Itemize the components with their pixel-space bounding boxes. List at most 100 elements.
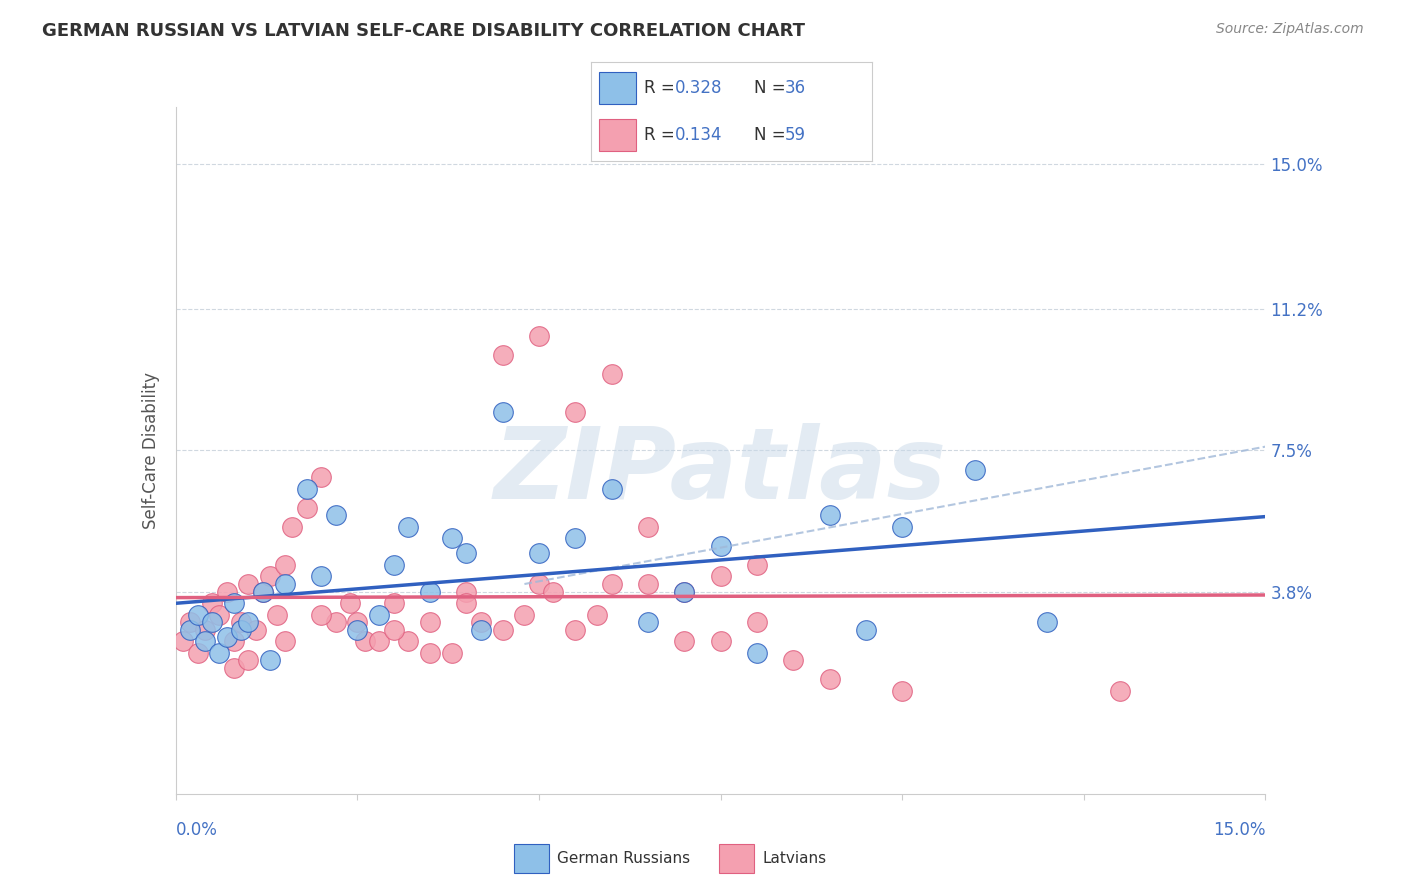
Point bbox=[295, 482, 318, 496]
Point bbox=[396, 520, 419, 534]
Point bbox=[215, 631, 238, 645]
Point bbox=[186, 607, 209, 622]
Point bbox=[201, 615, 224, 630]
Point bbox=[600, 367, 623, 381]
Bar bbox=[599, 120, 636, 151]
Point bbox=[456, 584, 478, 599]
Point bbox=[963, 462, 986, 476]
Point bbox=[745, 615, 768, 630]
Point bbox=[710, 569, 733, 583]
Text: Latvians: Latvians bbox=[762, 851, 827, 866]
Text: ZIPatlas: ZIPatlas bbox=[494, 423, 948, 519]
Point bbox=[456, 596, 478, 610]
Text: German Russians: German Russians bbox=[557, 851, 690, 866]
Text: N =: N = bbox=[754, 79, 790, 97]
Point bbox=[222, 634, 245, 648]
Point bbox=[782, 653, 804, 667]
Point bbox=[855, 623, 877, 637]
Point bbox=[325, 508, 347, 523]
Point bbox=[201, 596, 224, 610]
Point bbox=[818, 673, 841, 687]
Point bbox=[745, 558, 768, 572]
Point bbox=[274, 577, 297, 591]
Text: 0.134: 0.134 bbox=[675, 126, 723, 144]
Text: 59: 59 bbox=[785, 126, 806, 144]
Point bbox=[600, 482, 623, 496]
Point bbox=[527, 577, 550, 591]
Point bbox=[259, 569, 281, 583]
Point bbox=[470, 623, 492, 637]
Point bbox=[172, 634, 194, 648]
Point bbox=[238, 615, 260, 630]
Text: R =: R = bbox=[644, 79, 681, 97]
Point bbox=[818, 508, 841, 523]
Point bbox=[492, 405, 515, 419]
Point bbox=[215, 584, 238, 599]
Point bbox=[346, 615, 368, 630]
Text: 0.0%: 0.0% bbox=[176, 821, 218, 838]
Point bbox=[194, 634, 217, 648]
Point bbox=[382, 623, 405, 637]
Point bbox=[745, 646, 768, 660]
Point bbox=[368, 634, 391, 648]
Point bbox=[281, 520, 304, 534]
Point bbox=[637, 615, 659, 630]
Point bbox=[309, 470, 332, 484]
Text: 36: 36 bbox=[785, 79, 806, 97]
Point bbox=[527, 329, 550, 343]
Point bbox=[309, 607, 332, 622]
Point bbox=[396, 634, 419, 648]
Point bbox=[368, 607, 391, 622]
Point bbox=[673, 634, 696, 648]
Text: Source: ZipAtlas.com: Source: ZipAtlas.com bbox=[1216, 22, 1364, 37]
Bar bbox=[599, 72, 636, 103]
Point bbox=[194, 623, 217, 637]
Point bbox=[637, 577, 659, 591]
Point bbox=[513, 607, 536, 622]
Point bbox=[419, 615, 441, 630]
Point bbox=[891, 683, 914, 698]
Point bbox=[440, 646, 463, 660]
Point bbox=[238, 577, 260, 591]
Point bbox=[586, 607, 609, 622]
Point bbox=[710, 634, 733, 648]
Point bbox=[259, 653, 281, 667]
Point bbox=[266, 607, 288, 622]
Point bbox=[346, 623, 368, 637]
Point bbox=[564, 405, 586, 419]
Text: 15.0%: 15.0% bbox=[1213, 821, 1265, 838]
Point bbox=[274, 558, 297, 572]
Bar bbox=[718, 844, 754, 873]
Text: R =: R = bbox=[644, 126, 681, 144]
Point bbox=[186, 646, 209, 660]
Point bbox=[419, 646, 441, 660]
Point bbox=[492, 348, 515, 362]
Point bbox=[295, 500, 318, 515]
Point bbox=[179, 623, 201, 637]
Point bbox=[252, 584, 274, 599]
Point bbox=[710, 539, 733, 553]
Point bbox=[492, 623, 515, 637]
Text: N =: N = bbox=[754, 126, 790, 144]
Point bbox=[564, 623, 586, 637]
Point bbox=[222, 596, 245, 610]
Point bbox=[527, 546, 550, 561]
Point bbox=[252, 584, 274, 599]
Point bbox=[179, 615, 201, 630]
Point bbox=[456, 546, 478, 561]
Point bbox=[637, 520, 659, 534]
Point bbox=[339, 596, 361, 610]
Point bbox=[1109, 683, 1132, 698]
Point bbox=[309, 569, 332, 583]
Point bbox=[470, 615, 492, 630]
Point bbox=[231, 615, 253, 630]
Point bbox=[382, 558, 405, 572]
Point bbox=[564, 531, 586, 545]
Point bbox=[543, 584, 565, 599]
Y-axis label: Self-Care Disability: Self-Care Disability bbox=[142, 372, 160, 529]
Point bbox=[231, 623, 253, 637]
Point bbox=[208, 607, 231, 622]
Text: 0.328: 0.328 bbox=[675, 79, 723, 97]
Point bbox=[891, 520, 914, 534]
Point bbox=[382, 596, 405, 610]
